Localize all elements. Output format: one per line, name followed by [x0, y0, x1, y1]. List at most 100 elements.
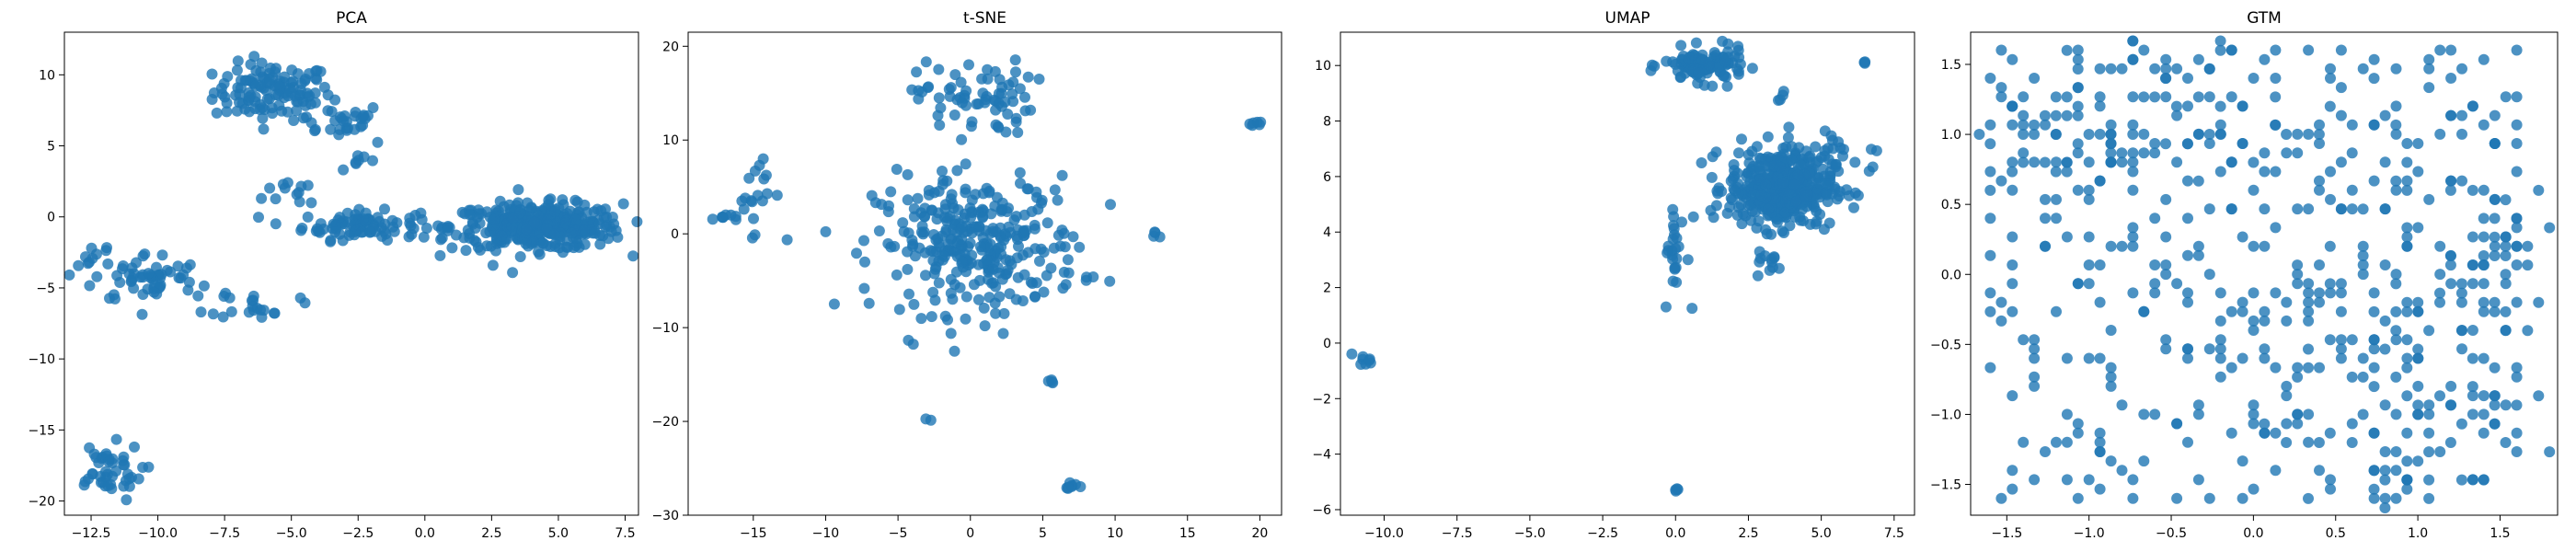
- scatter-point: [1038, 286, 1050, 298]
- scatter-point: [990, 95, 1002, 107]
- scatter-point: [1038, 247, 1050, 258]
- scatter-point: [2500, 278, 2512, 290]
- scatter-point: [903, 288, 914, 300]
- scatter-point: [1248, 117, 1259, 129]
- scatter-point: [2456, 175, 2467, 187]
- scatter-point: [380, 228, 392, 240]
- scatter-point: [351, 157, 362, 169]
- scatter-point: [2040, 193, 2051, 205]
- scatter-point: [1830, 158, 1842, 170]
- scatter-point: [943, 84, 955, 95]
- scatter-point: [2039, 109, 2051, 121]
- scatter-point: [2292, 259, 2304, 271]
- scatter-point: [1995, 82, 2007, 94]
- scatter-point: [2390, 465, 2402, 477]
- scatter-point: [221, 98, 233, 109]
- scatter-point: [2500, 305, 2512, 317]
- scatter-point: [1848, 201, 1859, 213]
- scatter-point: [2116, 240, 2128, 252]
- scatter-point: [1708, 212, 1719, 224]
- scatter-point: [2500, 399, 2512, 411]
- scatter-point: [63, 269, 75, 281]
- scatter-point: [2478, 296, 2490, 308]
- scatter-point: [2007, 100, 2018, 112]
- scatter-point: [2335, 334, 2347, 346]
- tsne-y-tick-label: 20: [662, 40, 679, 54]
- scatter-point: [2160, 343, 2172, 355]
- scatter-point: [1148, 230, 1160, 242]
- scatter-point: [2083, 231, 2095, 243]
- gtm-axes-frame: [1970, 31, 2559, 516]
- scatter-point: [2237, 352, 2248, 364]
- scatter-point: [489, 213, 500, 225]
- scatter-point: [2401, 483, 2413, 495]
- scatter-point: [781, 234, 793, 246]
- scatter-point: [249, 80, 261, 92]
- scatter-point: [2203, 269, 2215, 281]
- scatter-point: [2489, 305, 2501, 317]
- tsne-title: t-SNE: [963, 9, 1006, 28]
- tsne-y-tick-label: 10: [662, 133, 679, 148]
- scatter-point: [2379, 502, 2391, 513]
- scatter-point: [2237, 455, 2248, 467]
- scatter-point: [172, 260, 184, 272]
- gtm-x-tick-label: −0.5: [2156, 526, 2187, 541]
- scatter-point: [2149, 278, 2161, 290]
- scatter-point: [1668, 223, 1680, 235]
- scatter-point: [2455, 296, 2467, 308]
- scatter-point: [2182, 352, 2193, 364]
- scatter-point: [256, 57, 268, 69]
- scatter-point: [2270, 91, 2282, 103]
- scatter-point: [350, 209, 362, 221]
- scatter-point: [279, 71, 291, 83]
- scatter-point: [2511, 371, 2523, 383]
- gtm-y-tick-label: 1.0: [1941, 128, 1961, 143]
- umap-y-tick-label: −4: [1312, 448, 1331, 463]
- scatter-point: [2182, 213, 2193, 224]
- scatter-point: [2105, 325, 2117, 336]
- scatter-point: [1762, 131, 1774, 143]
- scatter-point: [2094, 63, 2106, 75]
- scatter-point: [334, 123, 346, 135]
- scatter-point: [2357, 240, 2369, 252]
- umap-y-tick-label: 0: [1323, 337, 1331, 351]
- scatter-point: [1796, 203, 1808, 215]
- scatter-point: [2061, 231, 2073, 243]
- scatter-point: [2292, 147, 2304, 159]
- scatter-point: [2533, 390, 2545, 402]
- scatter-point: [1733, 147, 1744, 159]
- scatter-point: [2445, 380, 2457, 392]
- scatter-point: [2116, 465, 2128, 477]
- scatter-point: [960, 291, 972, 303]
- scatter-point: [2500, 240, 2512, 252]
- scatter-point: [276, 105, 288, 117]
- scatter-point: [84, 442, 96, 454]
- scatter-point: [588, 206, 600, 218]
- scatter-point: [2281, 418, 2293, 430]
- scatter-point: [2379, 315, 2391, 327]
- scatter-point: [293, 196, 305, 208]
- scatter-point: [915, 313, 927, 325]
- scatter-point: [2192, 408, 2204, 420]
- scatter-point: [566, 227, 578, 239]
- scatter-point: [891, 164, 903, 175]
- scatter-point: [148, 286, 160, 298]
- scatter-point: [2489, 250, 2501, 261]
- pca-x-tick-label: −2.5: [342, 526, 374, 541]
- scatter-point: [746, 196, 758, 208]
- scatter-point: [927, 246, 938, 258]
- scatter-point: [338, 164, 350, 176]
- scatter-point: [1693, 67, 1705, 79]
- umap-y-tick-label: −6: [1312, 503, 1331, 518]
- scatter-point: [1022, 71, 1034, 83]
- scatter-point: [2160, 193, 2172, 205]
- scatter-point: [2434, 240, 2446, 252]
- scatter-point: [2368, 53, 2380, 65]
- scatter-point: [2072, 109, 2084, 121]
- scatter-point: [2105, 138, 2117, 150]
- scatter-point: [979, 320, 991, 332]
- scatter-point: [631, 216, 643, 227]
- scatter-point: [2368, 305, 2380, 317]
- scatter-point: [2423, 82, 2435, 94]
- scatter-point: [2313, 437, 2325, 448]
